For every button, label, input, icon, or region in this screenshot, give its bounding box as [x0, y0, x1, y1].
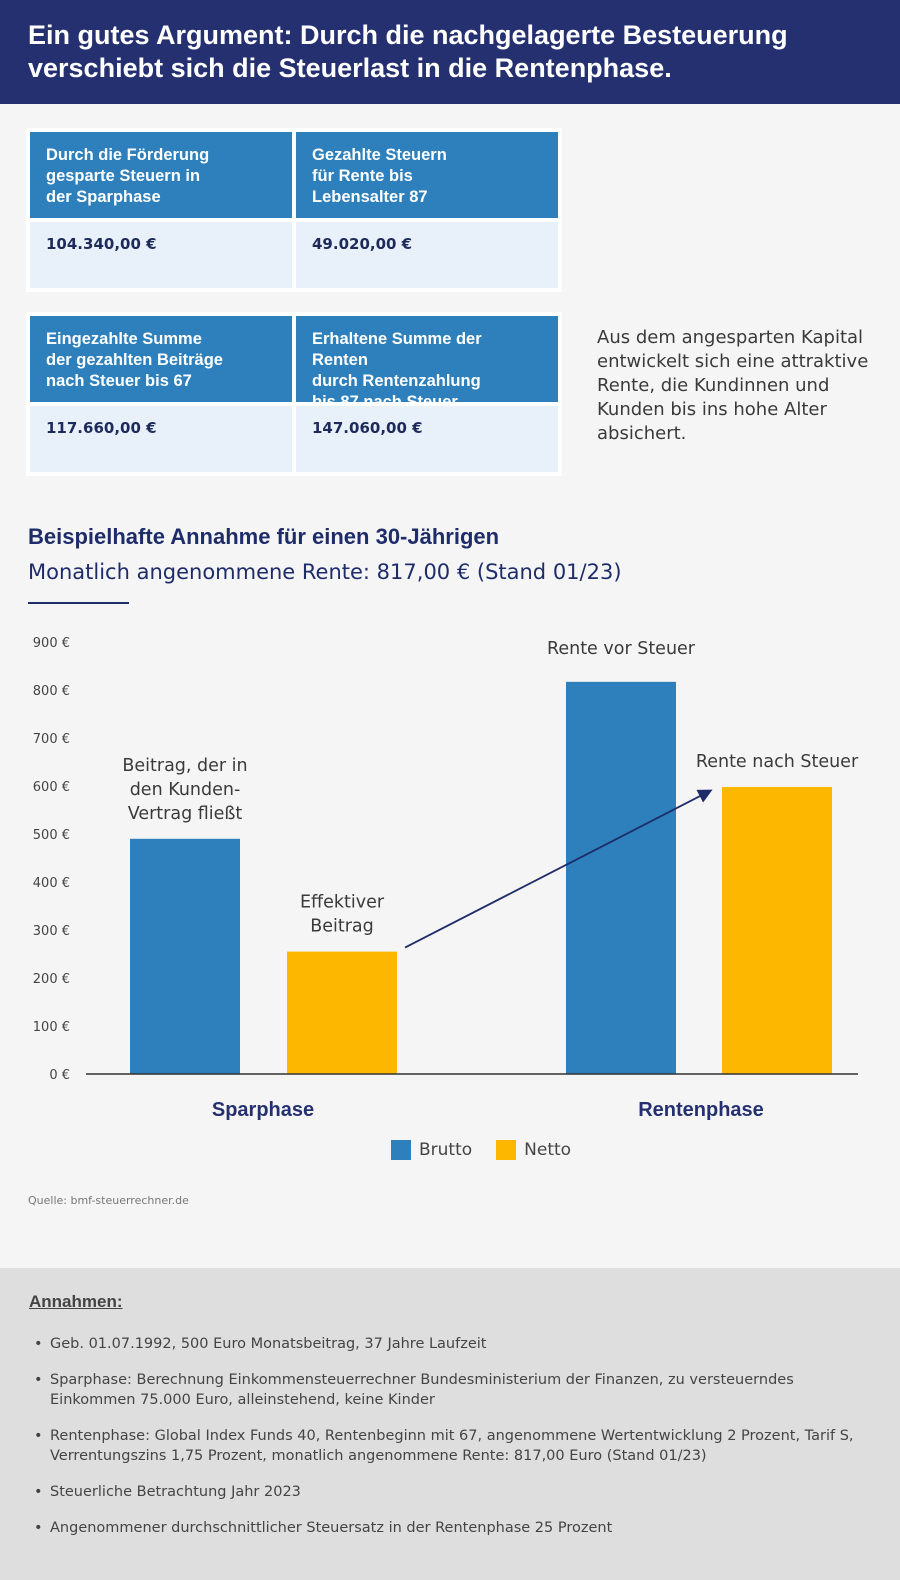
bar-netto	[287, 951, 397, 1074]
assumptions-panel: Annahmen: Geb. 01.07.1992, 500 Euro Mona…	[0, 1268, 900, 1580]
page-title: Ein gutes Argument: Durch die nachgelage…	[28, 20, 788, 83]
y-tick-label: 400 €	[33, 876, 70, 891]
legend-item-brutto: Brutto	[391, 1140, 472, 1160]
source-note: Quelle: bmf-steuerrechner.de	[28, 1194, 189, 1207]
box-label: Gezahlte Steuern für Rente bis Lebensalt…	[296, 132, 558, 218]
bar-annotation: Effektiver Beitrag	[300, 893, 385, 937]
y-tick-label: 0 €	[49, 1068, 70, 1083]
bar-annotation: Rente nach Steuer	[696, 752, 859, 772]
list-item: Steuerliche Betrachtung Jahr 2023	[34, 1482, 854, 1502]
y-tick-label: 800 €	[33, 684, 70, 699]
box-value: 104.340,00 €	[30, 222, 292, 288]
box-label: Eingezahlte Summe der gezahlten Beiträge…	[30, 316, 292, 402]
bar-annotation: Beitrag, der in den Kunden-Vertrag fließt	[122, 756, 247, 824]
y-tick-label: 200 €	[33, 972, 70, 987]
box-value: 49.020,00 €	[296, 222, 558, 288]
trend-arrow	[404, 789, 713, 949]
summary-grid-bottom: Eingezahlte Summe der gezahlten Beiträge…	[26, 312, 562, 476]
list-item: Rentenphase: Global Index Funds 40, Rent…	[34, 1426, 854, 1466]
section-divider	[28, 602, 129, 604]
bar-annotation: Rente vor Steuer	[547, 639, 696, 659]
bar-chart: 0 € 100 € 200 € 300 € 400 € 500 € 600 € 700 € 80…	[33, 636, 859, 1121]
box-label: Durch die Förderung gesparte Steuern in …	[30, 132, 292, 218]
legend-swatch-brutto	[391, 1140, 411, 1160]
box-value: 117.660,00 €	[30, 406, 292, 472]
y-tick-label: 300 €	[33, 924, 70, 939]
chart-legend: Brutto Netto	[391, 1140, 571, 1160]
list-item: Sparphase: Berechnung Einkommensteuerrec…	[34, 1370, 854, 1410]
y-tick-label: 900 €	[33, 636, 70, 651]
assumptions-list: Geb. 01.07.1992, 500 Euro Monatsbeitrag,…	[34, 1334, 854, 1554]
list-item: Geb. 01.07.1992, 500 Euro Monatsbeitrag,…	[34, 1334, 854, 1354]
category-label: Rentenphase	[638, 1099, 764, 1121]
legend-swatch-netto	[496, 1140, 517, 1160]
legend-item-netto: Netto	[496, 1140, 571, 1160]
box-value: 147.060,00 €	[296, 406, 558, 472]
box-label: Erhaltene Summe der Renten durch Rentenz…	[296, 316, 558, 411]
legend-label: Netto	[524, 1140, 572, 1160]
category-label: Sparphase	[212, 1099, 314, 1121]
section-subtitle: Monatlich angenommene Rente: 817,00 € (S…	[28, 560, 622, 584]
bar-netto	[722, 786, 832, 1074]
list-item: Angenommener durchschnittlicher Steuersa…	[34, 1518, 854, 1538]
y-tick-label: 500 €	[33, 828, 70, 843]
assumptions-title: Annahmen:	[29, 1292, 123, 1311]
bar-brutto	[566, 681, 676, 1074]
bar-brutto	[130, 838, 240, 1074]
y-tick-label: 100 €	[33, 1020, 70, 1035]
y-tick-label: 600 €	[33, 780, 70, 795]
y-tick-label: 700 €	[33, 732, 70, 747]
summary-grid-top: Durch die Förderung gesparte Steuern in …	[26, 128, 562, 292]
side-description: Aus dem angesparten Kapital entwickelt s…	[597, 327, 869, 444]
header-banner: Ein gutes Argument: Durch die nachgelage…	[0, 0, 900, 104]
legend-label: Brutto	[419, 1140, 473, 1160]
section-title: Beispielhafte Annahme für einen 30-Jähri…	[28, 524, 500, 549]
